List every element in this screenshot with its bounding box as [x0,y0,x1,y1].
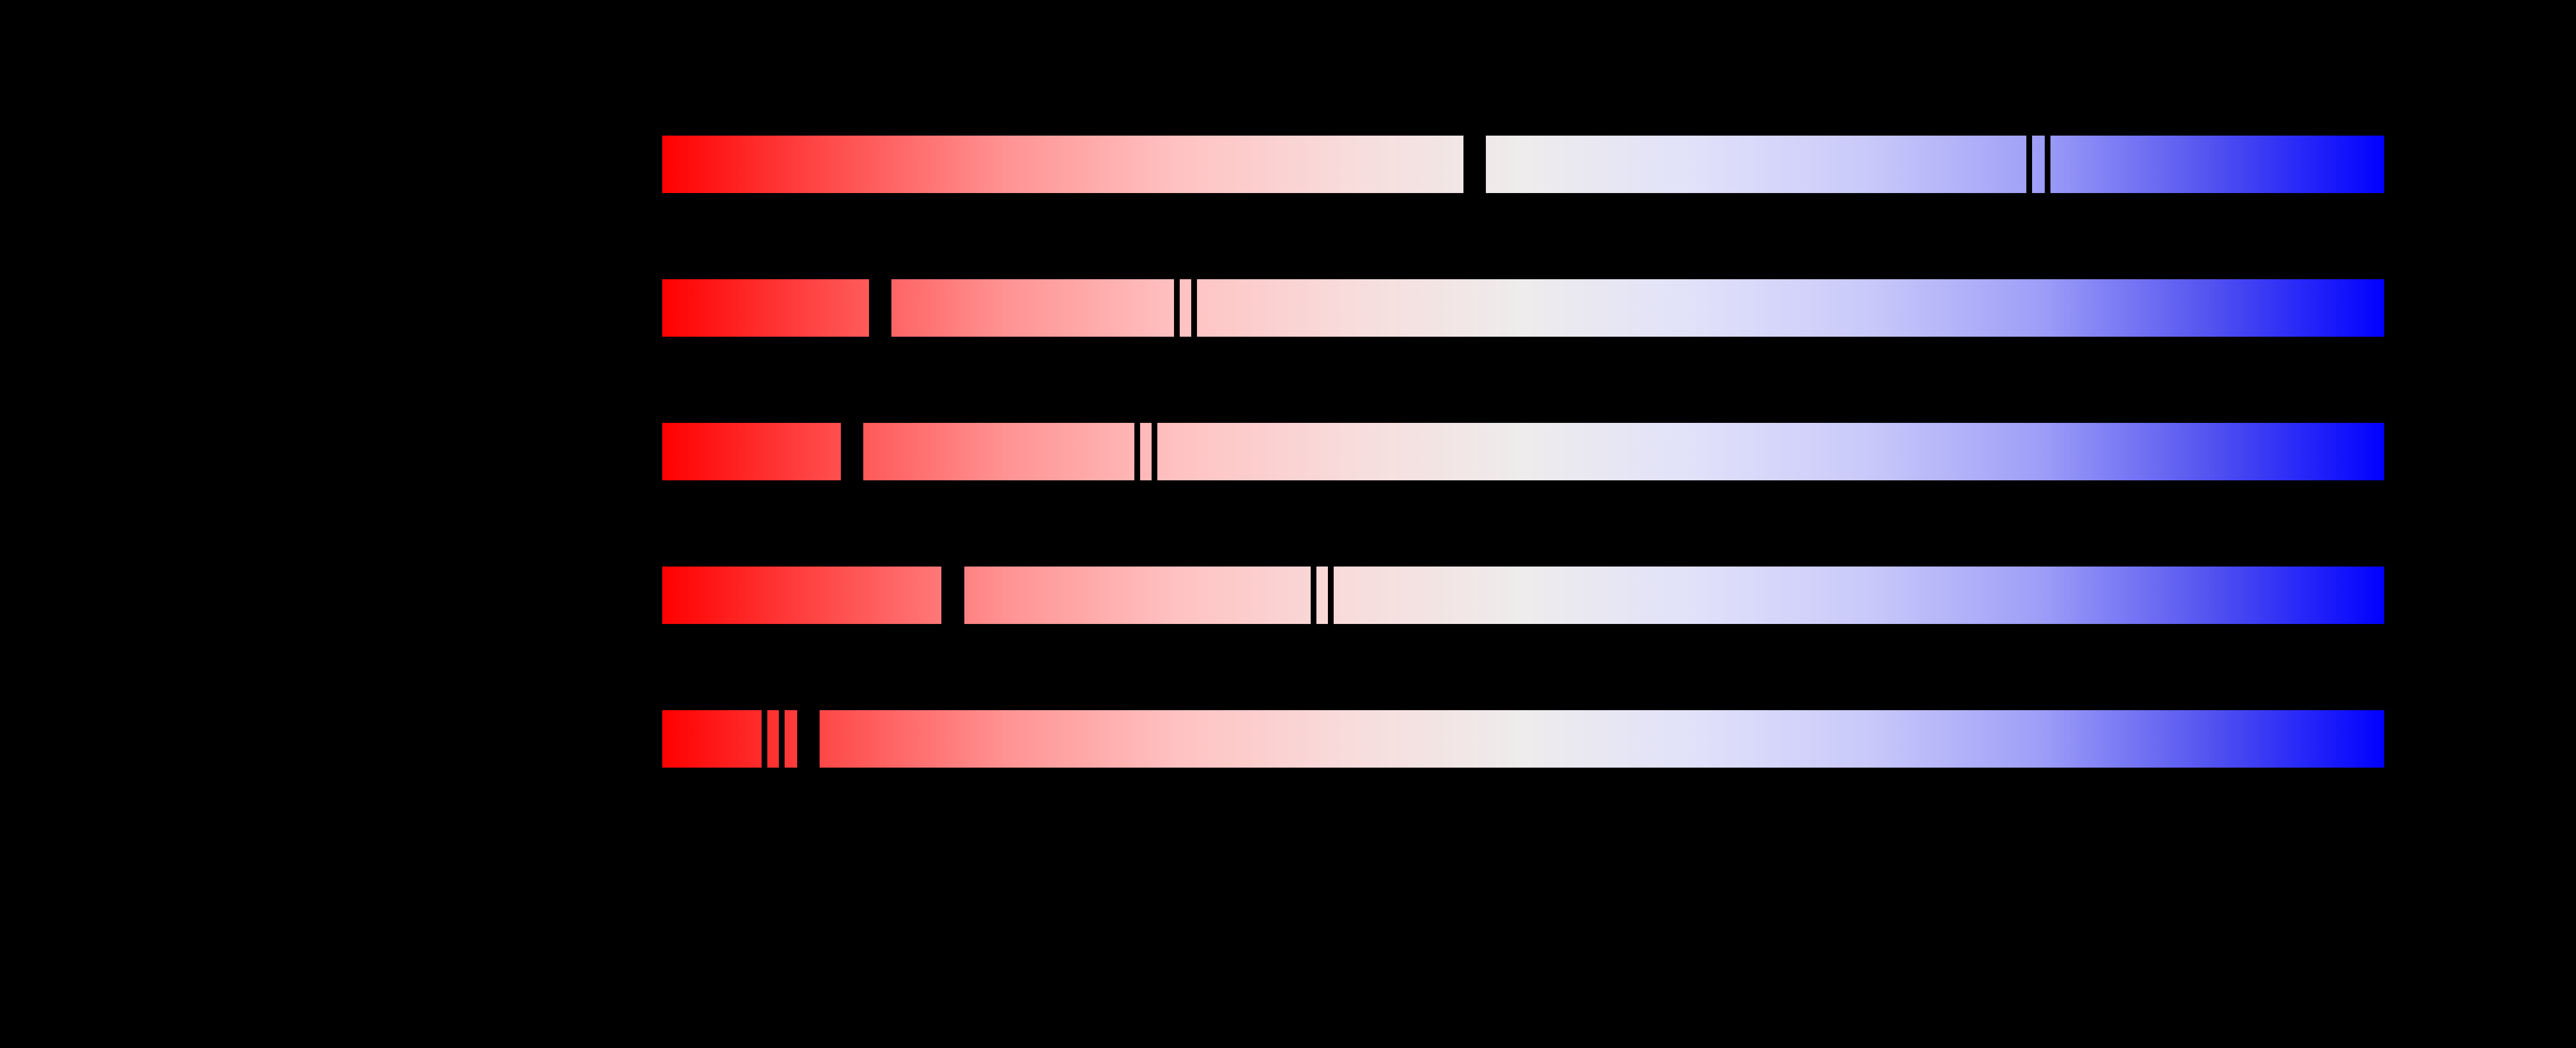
gradient-bar-bar-3 [662,423,2384,480]
thin-line-marker [1191,279,1197,337]
gradient-bar-bar-4 [662,567,2384,624]
thin-line-marker [2026,136,2032,193]
thin-line-marker [762,710,767,768]
thick-gap-marker [941,567,964,624]
thin-line-marker [779,710,785,768]
thick-gap-marker [797,710,820,768]
thick-gap-marker [1463,136,1486,193]
thin-line-marker [1152,423,1157,480]
gradient-bar-bar-1 [662,136,2384,193]
thin-line-marker [1174,279,1180,337]
thick-gap-marker [841,423,863,480]
thin-line-marker [1134,423,1140,480]
gradient-bar-bar-2 [662,279,2384,337]
thin-line-marker [2045,136,2050,193]
gradient-bar-bar-5 [662,710,2384,768]
thick-gap-marker [869,279,891,337]
thin-line-marker [1328,567,1334,624]
thin-line-marker [1311,567,1316,624]
